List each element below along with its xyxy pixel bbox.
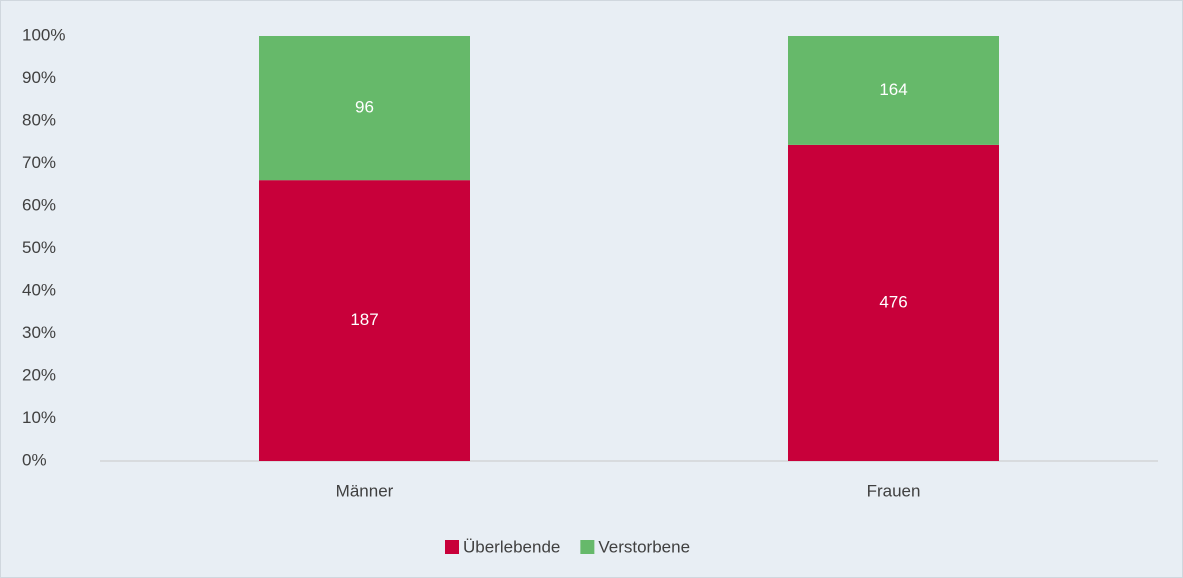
y-tick-label: 60%: [22, 195, 56, 214]
y-tick-label: 70%: [22, 153, 56, 172]
bar-segment: [788, 36, 999, 145]
bar-segment: [259, 36, 470, 181]
bar-segment: [788, 144, 999, 461]
y-tick-label: 10%: [22, 408, 56, 427]
legend-swatch: [445, 540, 459, 554]
data-label: 96: [355, 98, 374, 117]
bar-segment: [259, 180, 470, 461]
data-label: 164: [879, 80, 907, 99]
y-tick-label: 100%: [22, 25, 65, 44]
legend-label: Überlebende: [463, 537, 560, 556]
data-label: 476: [879, 292, 907, 311]
x-tick-label: Frauen: [867, 481, 921, 500]
y-tick-label: 0%: [22, 450, 47, 469]
y-tick-label: 80%: [22, 110, 56, 129]
y-tick-label: 40%: [22, 280, 56, 299]
legend-swatch: [580, 540, 595, 554]
y-tick-label: 90%: [22, 68, 56, 87]
x-tick-label: Männer: [336, 481, 394, 500]
y-tick-label: 50%: [22, 238, 56, 257]
y-tick-label: 20%: [22, 365, 56, 384]
y-tick-label: 30%: [22, 323, 56, 342]
legend-label: Verstorbene: [598, 537, 690, 556]
data-label: 187: [350, 310, 378, 329]
